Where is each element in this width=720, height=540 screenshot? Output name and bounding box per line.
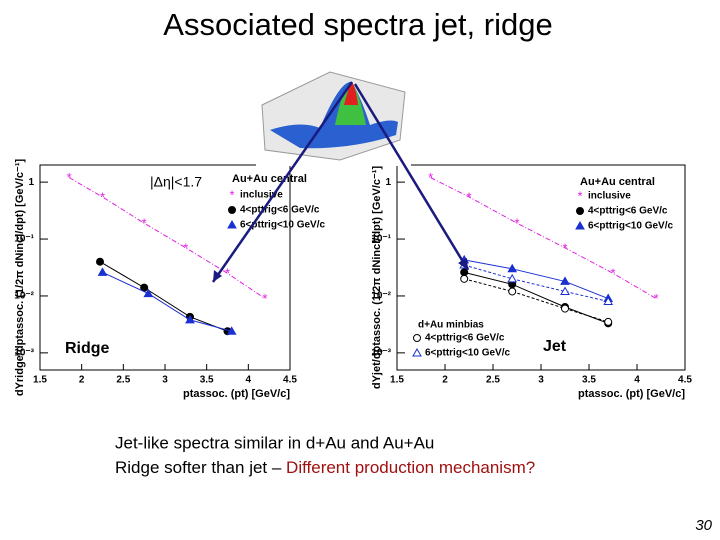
series-line: [464, 264, 609, 302]
y-tick-label: 10⁻¹: [14, 234, 34, 245]
arrowhead: [213, 270, 222, 282]
marker: [97, 267, 108, 276]
x-axis-label: ptassoc. (pt) [GeV/c]: [183, 388, 290, 400]
marker: [561, 304, 569, 313]
x-tick-label: 4.5: [678, 375, 692, 386]
marker: [460, 274, 469, 283]
slide-title: Associated spectra jet, ridge: [163, 7, 552, 42]
marker: [228, 206, 236, 214]
y-tick-label: 10⁻²: [14, 291, 34, 302]
y-tick-label: 10⁻³: [14, 348, 34, 359]
series-line: [99, 261, 228, 332]
marker: [603, 296, 614, 305]
marker: *: [100, 189, 105, 204]
annotation: |Δη|<1.7: [150, 174, 202, 190]
marker: [604, 317, 613, 326]
arrowhead: [458, 258, 468, 270]
x-tick-label: 1.5: [390, 375, 404, 386]
marker: *: [466, 189, 471, 204]
marker: [560, 286, 570, 295]
series-line: [464, 259, 609, 300]
series-line: [430, 177, 657, 299]
x-tick-label: 3.5: [200, 375, 214, 386]
bullet-highlight: Different production mechanism?: [286, 458, 535, 477]
legend-label: 6<pttrig<10 GeV/c: [588, 221, 673, 232]
marker: [412, 347, 422, 357]
marker: [507, 273, 518, 283]
marker: [227, 219, 237, 229]
legend-label: inclusive: [240, 190, 283, 201]
legend-label: 4<pttrig<6 GeV/c: [425, 333, 505, 344]
x-tick-label: 4: [634, 375, 640, 386]
y-tick-label: 10⁻¹: [371, 234, 391, 245]
marker: *: [67, 170, 72, 185]
marker: *: [577, 188, 582, 203]
legend-label: 4<pttrig<6 GeV/c: [588, 206, 668, 217]
arrow: [211, 81, 354, 283]
x-tick-label: 4: [246, 375, 252, 386]
x-axis-label: ptassoc. (pt) [GeV/c]: [578, 388, 685, 400]
marker: [226, 326, 237, 335]
series-line: [102, 271, 232, 332]
legend-label: inclusive: [588, 191, 631, 202]
arrow: [353, 83, 470, 271]
y-tick-label: 1: [28, 177, 34, 188]
x-tick-label: 3: [538, 375, 544, 386]
marker: *: [514, 216, 519, 231]
marker: *: [225, 266, 230, 281]
marker: *: [262, 291, 267, 306]
series-line: [68, 177, 266, 299]
y-tick-label: 10⁻³: [371, 348, 391, 359]
bullet-text: Ridge softer than jet –: [115, 458, 286, 477]
x-tick-label: 2: [79, 375, 85, 386]
annotation: Au+Au central: [232, 173, 307, 185]
legend-label: 6<pttrig<10 GeV/c: [240, 220, 325, 231]
marker: [185, 314, 195, 324]
y-axis-label: dYjet/dptassoc. (1/2π dNincl/dpt) [GeV/c…: [371, 166, 383, 390]
bullet: Ridge softer than jet – Different produc…: [115, 458, 535, 477]
x-tick-label: 3.5: [582, 375, 596, 386]
marker: *: [183, 240, 188, 255]
marker: *: [562, 240, 567, 255]
legend-label: 6<pttrig<10 GeV/c: [425, 348, 510, 359]
marker: [143, 288, 154, 298]
marker: [96, 257, 104, 266]
marker: [508, 287, 517, 296]
marker: [413, 334, 421, 342]
marker: *: [229, 187, 234, 202]
marker: *: [142, 216, 147, 231]
bullet: Jet-like spectra similar in d+Au and Au+…: [115, 433, 434, 452]
marker: *: [610, 266, 615, 281]
annotation: Ridge: [65, 340, 110, 357]
x-tick-label: 4.5: [283, 375, 297, 386]
surface-plot: [256, 68, 411, 166]
annotation: Au+Au central: [580, 176, 655, 188]
x-tick-label: 2: [442, 375, 448, 386]
annotation: d+Au minbias: [418, 320, 484, 331]
marker: [560, 276, 570, 285]
x-tick-label: 3: [162, 375, 168, 386]
marker: *: [428, 170, 433, 185]
legend-label: 4<pttrig<6 GeV/c: [240, 205, 320, 216]
y-axis-label: dYridge/dptassoc. (1/2π dNincl/dpt) [GeV…: [14, 159, 26, 397]
y-tick-label: 10⁻²: [371, 291, 391, 302]
marker: *: [654, 291, 659, 306]
y-tick-label: 1: [385, 177, 391, 188]
x-tick-label: 1.5: [33, 375, 47, 386]
annotation: Jet: [543, 338, 567, 355]
marker: [576, 207, 584, 215]
page-number: 30: [695, 517, 712, 534]
series-line: [464, 278, 609, 323]
x-tick-label: 2.5: [486, 375, 500, 386]
marker: [507, 263, 518, 273]
marker: [575, 220, 585, 230]
x-tick-label: 2.5: [116, 375, 130, 386]
